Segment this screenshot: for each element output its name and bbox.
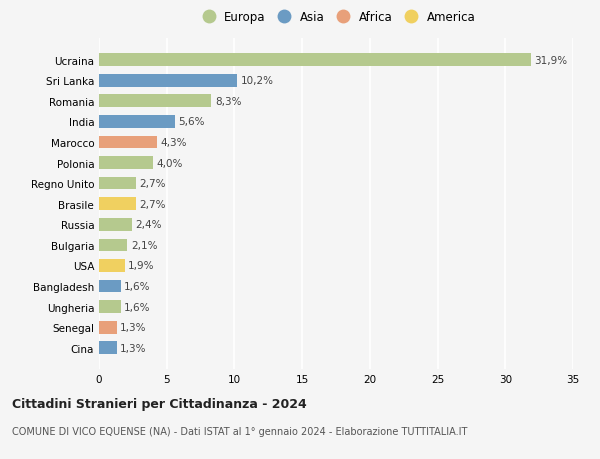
Bar [99, 74, 237, 87]
Text: 4,0%: 4,0% [157, 158, 183, 168]
Text: 1,9%: 1,9% [128, 261, 155, 271]
Legend: Europa, Asia, Africa, America: Europa, Asia, Africa, America [194, 9, 478, 26]
Bar [99, 116, 175, 129]
Text: 2,7%: 2,7% [139, 179, 166, 189]
Bar [99, 95, 211, 108]
Bar [99, 54, 531, 67]
Text: 31,9%: 31,9% [535, 56, 568, 65]
Text: 1,6%: 1,6% [124, 302, 151, 312]
Text: 1,3%: 1,3% [120, 343, 146, 353]
Bar [99, 198, 136, 211]
Bar [99, 177, 136, 190]
Text: COMUNE DI VICO EQUENSE (NA) - Dati ISTAT al 1° gennaio 2024 - Elaborazione TUTTI: COMUNE DI VICO EQUENSE (NA) - Dati ISTAT… [12, 426, 467, 436]
Text: Cittadini Stranieri per Cittadinanza - 2024: Cittadini Stranieri per Cittadinanza - 2… [12, 397, 307, 410]
Text: 2,7%: 2,7% [139, 199, 166, 209]
Text: 1,3%: 1,3% [120, 323, 146, 332]
Bar [99, 157, 153, 169]
Bar [99, 259, 125, 272]
Bar [99, 321, 116, 334]
Bar [99, 280, 121, 293]
Text: 8,3%: 8,3% [215, 96, 241, 106]
Text: 2,1%: 2,1% [131, 241, 157, 250]
Text: 1,6%: 1,6% [124, 281, 151, 291]
Text: 4,3%: 4,3% [161, 138, 187, 148]
Bar [99, 239, 127, 252]
Text: 2,4%: 2,4% [135, 220, 161, 230]
Text: 5,6%: 5,6% [178, 117, 205, 127]
Bar [99, 342, 116, 354]
Text: 10,2%: 10,2% [241, 76, 274, 86]
Bar [99, 301, 121, 313]
Bar [99, 136, 157, 149]
Bar [99, 218, 131, 231]
